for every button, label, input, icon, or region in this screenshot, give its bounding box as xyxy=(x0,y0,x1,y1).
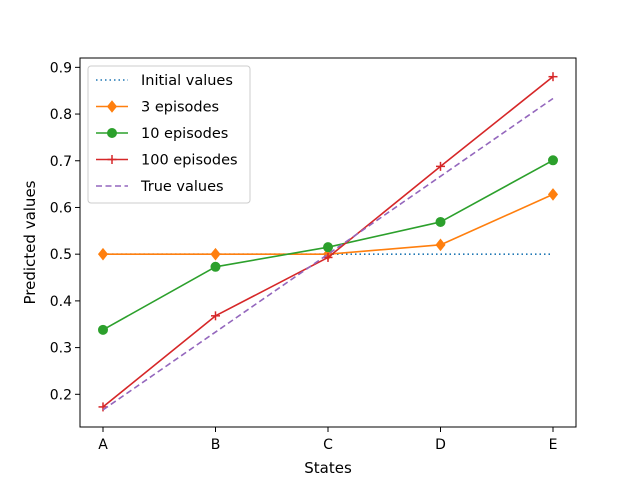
legend-entry: 100 episodes xyxy=(141,153,238,169)
legend: Initial values 3 episodes 10 episodes 100 e… xyxy=(87,65,251,204)
x-tick-label: C xyxy=(323,437,333,453)
data-point xyxy=(547,188,559,201)
x-axis: A B C D E xyxy=(98,427,557,453)
y-tick-label: 0.8 xyxy=(50,107,72,123)
legend-marker xyxy=(107,128,117,138)
legend-marker xyxy=(106,100,118,113)
legend-entry: 3 episodes xyxy=(141,100,219,116)
data-point xyxy=(548,155,558,166)
series-layer xyxy=(97,72,559,412)
data-point xyxy=(435,238,446,252)
data-point xyxy=(435,216,446,227)
legend-entry: 10 episodes xyxy=(141,126,228,142)
y-tick-label: 0.7 xyxy=(50,154,72,170)
y-tick-label: 0.6 xyxy=(50,200,72,216)
series-line xyxy=(102,97,554,411)
data-point xyxy=(548,72,558,82)
y-axis-label: Predicted values xyxy=(21,180,39,304)
series-4 xyxy=(102,97,554,411)
data-point xyxy=(98,324,108,335)
x-tick-label: D xyxy=(435,437,446,453)
series-2 xyxy=(98,155,558,335)
data-point xyxy=(323,242,333,253)
x-axis-label: States xyxy=(304,459,352,477)
legend-box xyxy=(87,65,251,204)
y-axis: 0.2 0.3 0.4 0.5 0.6 0.7 0.8 0.9 xyxy=(50,60,80,403)
legend-entry: Initial values xyxy=(141,73,233,89)
y-tick-label: 0.3 xyxy=(50,341,72,357)
x-tick-label: A xyxy=(98,437,108,453)
data-point xyxy=(323,252,333,262)
legend-marker xyxy=(107,155,117,164)
y-tick-label: 0.5 xyxy=(50,247,72,263)
data-point xyxy=(97,247,109,261)
data-point xyxy=(436,161,445,171)
y-tick-label: 0.4 xyxy=(50,294,72,310)
data-point xyxy=(210,261,221,272)
legend-entry: True values xyxy=(140,179,224,195)
y-tick-label: 0.9 xyxy=(50,60,72,76)
x-tick-label: B xyxy=(211,437,221,453)
data-point xyxy=(211,311,220,321)
series-3 xyxy=(98,72,558,412)
x-tick-label: E xyxy=(549,437,558,453)
data-point xyxy=(210,247,221,261)
y-tick-label: 0.2 xyxy=(50,387,72,403)
